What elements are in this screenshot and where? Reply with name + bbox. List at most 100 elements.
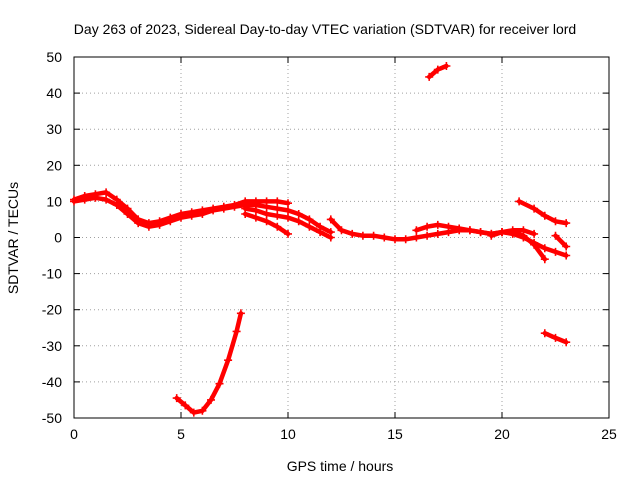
- data-point: [224, 356, 233, 365]
- data-point: [316, 228, 325, 237]
- data-point: [230, 202, 239, 211]
- data-point: [166, 217, 175, 226]
- data-point: [423, 231, 432, 240]
- data-point: [540, 211, 549, 220]
- data-point: [262, 210, 271, 218]
- data-point: [540, 244, 549, 253]
- data-point: [562, 219, 571, 228]
- data-point: [273, 204, 282, 213]
- series-track-l: [540, 329, 571, 347]
- data-point: [487, 231, 496, 240]
- data-point: [348, 229, 357, 238]
- data-point: [262, 217, 271, 226]
- series-track-i: [551, 231, 571, 251]
- x-tick-labels: 0 5 10 15 20 25: [70, 426, 617, 442]
- data-point: [562, 242, 571, 251]
- data-point: [112, 201, 121, 209]
- y-tick-labels: -50 -40 -30 -20 -10 0 10 20 30 40 50: [42, 49, 62, 426]
- data-point: [215, 379, 224, 388]
- data-point: [262, 202, 271, 211]
- data-point: [442, 62, 451, 70]
- data-point: [425, 72, 434, 81]
- data-point: [144, 222, 153, 231]
- y-tick-label: -40: [42, 374, 62, 390]
- data-point: [551, 333, 560, 342]
- data-marks: [70, 62, 571, 417]
- series-track-g: [487, 226, 539, 240]
- data-point: [273, 197, 282, 206]
- data-point: [444, 222, 453, 231]
- y-tick-label: 20: [46, 157, 62, 173]
- data-point: [91, 193, 100, 202]
- x-tick-label: 20: [494, 426, 510, 442]
- data-point: [273, 222, 282, 231]
- data-point: [401, 235, 410, 244]
- series-band: [553, 233, 569, 249]
- data-point: [530, 229, 539, 238]
- data-point: [540, 255, 549, 264]
- series-track-b: [70, 193, 335, 237]
- data-point: [80, 195, 89, 204]
- data-point: [102, 188, 111, 197]
- y-tick-label: -30: [42, 338, 62, 354]
- data-point: [465, 226, 474, 235]
- y-tick-label: 0: [54, 230, 62, 246]
- data-point: [380, 233, 389, 242]
- x-tick-label: 15: [387, 426, 403, 442]
- y-tick-label: 40: [46, 85, 62, 101]
- series-track-k: [425, 62, 451, 81]
- series-track-j: [172, 309, 245, 417]
- data-point: [305, 222, 314, 231]
- y-tick-label: -20: [42, 302, 62, 318]
- x-tick-label: 25: [601, 426, 617, 442]
- x-tick-label: 0: [70, 426, 78, 442]
- x-tick-label: 10: [280, 426, 296, 442]
- data-point: [423, 222, 432, 231]
- data-point: [209, 206, 218, 215]
- data-point: [455, 224, 464, 233]
- data-point: [198, 210, 207, 218]
- data-point: [326, 233, 335, 242]
- tick-marks: [73, 56, 610, 419]
- y-tick-label: 50: [46, 49, 62, 65]
- data-point: [134, 219, 143, 228]
- data-point: [326, 215, 335, 224]
- data-point: [562, 338, 571, 347]
- data-point: [236, 309, 245, 318]
- data-point: [476, 228, 485, 237]
- x-axis-label: GPS time / hours: [287, 458, 394, 474]
- data-point: [284, 206, 292, 215]
- data-point: [102, 195, 111, 204]
- data-point: [433, 65, 442, 74]
- data-point: [551, 231, 560, 240]
- data-point: [70, 197, 78, 206]
- y-tick-label: 10: [46, 193, 62, 209]
- data-point: [391, 235, 399, 244]
- series-track-h: [515, 197, 571, 228]
- data-point: [251, 206, 260, 215]
- y-tick-label: -10: [42, 266, 62, 282]
- data-point: [508, 226, 517, 235]
- data-point: [530, 240, 539, 249]
- data-point: [551, 247, 560, 256]
- data-point: [284, 213, 292, 222]
- data-point: [337, 226, 346, 235]
- data-point: [498, 228, 506, 237]
- data-point: [433, 229, 442, 238]
- data-point: [294, 217, 303, 226]
- y-axis-label: SDTVAR / TECUs: [5, 182, 21, 294]
- data-point: [198, 406, 207, 415]
- data-point: [358, 231, 367, 240]
- data-point: [284, 229, 292, 238]
- data-point: [241, 210, 250, 218]
- data-point: [284, 199, 292, 208]
- data-point: [187, 211, 196, 220]
- data-point: [219, 204, 228, 213]
- data-point: [519, 226, 528, 235]
- data-point: [189, 408, 198, 417]
- series-track-c: [241, 204, 335, 242]
- data-point: [515, 197, 524, 206]
- chart-title: Day 263 of 2023, Sidereal Day-to-day VTE…: [74, 21, 576, 37]
